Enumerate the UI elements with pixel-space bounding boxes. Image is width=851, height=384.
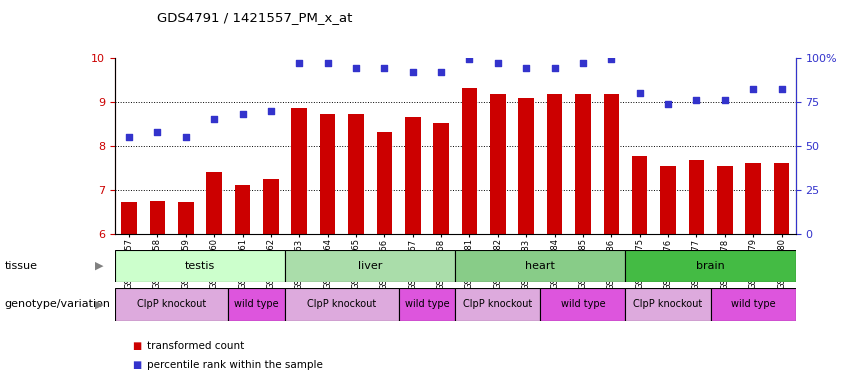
Point [718, 97, 732, 103]
Text: wild type: wild type [404, 299, 449, 310]
Bar [660, 166, 676, 234]
Bar [376, 132, 392, 234]
Text: ■: ■ [132, 360, 141, 370]
Point [208, 116, 221, 122]
Text: ClpP knockout: ClpP knockout [137, 299, 206, 310]
Bar [455, 250, 625, 282]
Bar [774, 163, 790, 234]
Point [349, 65, 363, 71]
Bar [455, 288, 540, 321]
Text: ClpP knockout: ClpP knockout [307, 299, 376, 310]
Bar [228, 288, 285, 321]
Point [236, 111, 249, 117]
Point [689, 97, 703, 103]
Text: brain: brain [696, 261, 725, 271]
Text: percentile rank within the sample: percentile rank within the sample [147, 360, 323, 370]
Point [491, 60, 505, 66]
Text: ClpP knockout: ClpP knockout [633, 299, 703, 310]
Bar [115, 250, 285, 282]
Bar [711, 288, 796, 321]
Point [434, 69, 448, 75]
Text: liver: liver [358, 261, 382, 271]
Bar [115, 288, 228, 321]
Point [378, 65, 391, 71]
Bar [575, 94, 591, 234]
Text: transformed count: transformed count [147, 341, 244, 351]
Bar [433, 123, 449, 234]
Bar [625, 250, 796, 282]
Point [264, 108, 277, 114]
Text: heart: heart [525, 261, 556, 271]
Point [321, 60, 334, 66]
Bar [121, 202, 137, 234]
Text: ClpP knockout: ClpP knockout [463, 299, 533, 310]
Bar [398, 288, 455, 321]
Bar [405, 117, 420, 234]
Text: ▶: ▶ [95, 261, 104, 271]
Point [548, 65, 562, 71]
Text: wild type: wild type [561, 299, 605, 310]
Text: genotype/variation: genotype/variation [4, 299, 111, 310]
Text: wild type: wild type [731, 299, 775, 310]
Bar [178, 202, 194, 234]
Bar [625, 288, 711, 321]
Bar [631, 156, 648, 234]
Point [633, 90, 647, 96]
Text: wild type: wild type [234, 299, 279, 310]
Bar [490, 94, 505, 234]
Bar [540, 288, 625, 321]
Bar [285, 288, 398, 321]
Bar [348, 114, 364, 234]
Bar [745, 163, 761, 234]
Bar [717, 166, 733, 234]
Text: ■: ■ [132, 341, 141, 351]
Bar [518, 98, 534, 234]
Bar [320, 114, 335, 234]
Text: ▶: ▶ [95, 299, 104, 310]
Point [604, 56, 618, 63]
Bar [291, 108, 307, 234]
Bar [603, 94, 620, 234]
Text: tissue: tissue [4, 261, 37, 271]
Bar [263, 179, 278, 234]
Bar [235, 185, 250, 234]
Text: testis: testis [185, 261, 215, 271]
Point [151, 129, 164, 135]
Bar [546, 94, 563, 234]
Point [123, 134, 136, 140]
Point [463, 56, 477, 63]
Point [661, 101, 675, 107]
Point [406, 69, 420, 75]
Bar [206, 172, 222, 234]
Point [576, 60, 590, 66]
Bar [688, 160, 705, 234]
Bar [461, 88, 477, 234]
Bar [285, 250, 455, 282]
Point [519, 65, 533, 71]
Point [746, 86, 760, 93]
Point [179, 134, 192, 140]
Bar [150, 201, 165, 234]
Point [293, 60, 306, 66]
Text: GDS4791 / 1421557_PM_x_at: GDS4791 / 1421557_PM_x_at [157, 12, 353, 25]
Point [774, 86, 788, 93]
